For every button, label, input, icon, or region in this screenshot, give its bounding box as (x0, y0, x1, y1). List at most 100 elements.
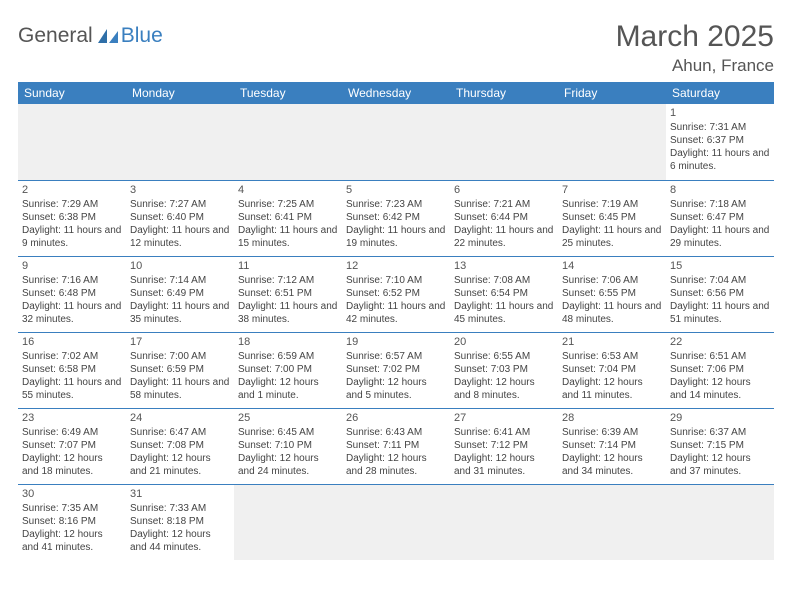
day-number: 28 (562, 411, 662, 425)
sunset-text: Sunset: 7:00 PM (238, 363, 338, 376)
sunrise-text: Sunrise: 7:14 AM (130, 274, 230, 287)
sunset-text: Sunset: 6:45 PM (562, 211, 662, 224)
page-header: General Blue March 2025 Ahun, France (18, 20, 774, 76)
calendar-cell (558, 484, 666, 560)
day-number: 22 (670, 335, 770, 349)
calendar-cell (126, 104, 234, 180)
day-number: 30 (22, 487, 122, 501)
day-number: 3 (130, 183, 230, 197)
sunset-text: Sunset: 6:52 PM (346, 287, 446, 300)
calendar-cell: 2Sunrise: 7:29 AMSunset: 6:38 PMDaylight… (18, 180, 126, 256)
calendar-cell: 8Sunrise: 7:18 AMSunset: 6:47 PMDaylight… (666, 180, 774, 256)
day-number: 24 (130, 411, 230, 425)
calendar-cell: 3Sunrise: 7:27 AMSunset: 6:40 PMDaylight… (126, 180, 234, 256)
sunset-text: Sunset: 8:16 PM (22, 515, 122, 528)
sunrise-text: Sunrise: 6:51 AM (670, 350, 770, 363)
sunrise-text: Sunrise: 7:25 AM (238, 198, 338, 211)
daylight-text: Daylight: 12 hours and 5 minutes. (346, 376, 446, 402)
sunrise-text: Sunrise: 6:59 AM (238, 350, 338, 363)
calendar-row: 2Sunrise: 7:29 AMSunset: 6:38 PMDaylight… (18, 180, 774, 256)
daylight-text: Daylight: 12 hours and 44 minutes. (130, 528, 230, 554)
daylight-text: Daylight: 12 hours and 31 minutes. (454, 452, 554, 478)
day-number: 9 (22, 259, 122, 273)
daylight-text: Daylight: 12 hours and 14 minutes. (670, 376, 770, 402)
day-number: 20 (454, 335, 554, 349)
sunrise-text: Sunrise: 7:18 AM (670, 198, 770, 211)
sunrise-text: Sunrise: 7:21 AM (454, 198, 554, 211)
day-number: 10 (130, 259, 230, 273)
sunset-text: Sunset: 7:11 PM (346, 439, 446, 452)
calendar-cell: 22Sunrise: 6:51 AMSunset: 7:06 PMDayligh… (666, 332, 774, 408)
daylight-text: Daylight: 12 hours and 1 minute. (238, 376, 338, 402)
calendar-cell (234, 104, 342, 180)
daylight-text: Daylight: 11 hours and 25 minutes. (562, 224, 662, 250)
calendar-cell: 7Sunrise: 7:19 AMSunset: 6:45 PMDaylight… (558, 180, 666, 256)
calendar-row: 23Sunrise: 6:49 AMSunset: 7:07 PMDayligh… (18, 408, 774, 484)
calendar-cell (558, 104, 666, 180)
daylight-text: Daylight: 12 hours and 21 minutes. (130, 452, 230, 478)
brand-part1: General (18, 24, 93, 48)
weekday-header: Thursday (450, 82, 558, 104)
calendar-cell: 10Sunrise: 7:14 AMSunset: 6:49 PMDayligh… (126, 256, 234, 332)
sunrise-text: Sunrise: 6:39 AM (562, 426, 662, 439)
sunset-text: Sunset: 7:10 PM (238, 439, 338, 452)
sunset-text: Sunset: 6:42 PM (346, 211, 446, 224)
weekday-header: Saturday (666, 82, 774, 104)
month-title: March 2025 (616, 20, 774, 54)
sunset-text: Sunset: 6:54 PM (454, 287, 554, 300)
sunset-text: Sunset: 7:08 PM (130, 439, 230, 452)
sunset-text: Sunset: 6:56 PM (670, 287, 770, 300)
daylight-text: Daylight: 11 hours and 35 minutes. (130, 300, 230, 326)
calendar-row: 30Sunrise: 7:35 AMSunset: 8:16 PMDayligh… (18, 484, 774, 560)
sunset-text: Sunset: 6:58 PM (22, 363, 122, 376)
calendar-table: SundayMondayTuesdayWednesdayThursdayFrid… (18, 82, 774, 560)
calendar-cell: 21Sunrise: 6:53 AMSunset: 7:04 PMDayligh… (558, 332, 666, 408)
calendar-cell: 28Sunrise: 6:39 AMSunset: 7:14 PMDayligh… (558, 408, 666, 484)
sunset-text: Sunset: 7:15 PM (670, 439, 770, 452)
sunset-text: Sunset: 7:02 PM (346, 363, 446, 376)
sunrise-text: Sunrise: 7:19 AM (562, 198, 662, 211)
sunrise-text: Sunrise: 6:57 AM (346, 350, 446, 363)
weekday-header: Monday (126, 82, 234, 104)
calendar-row: 16Sunrise: 7:02 AMSunset: 6:58 PMDayligh… (18, 332, 774, 408)
sunrise-text: Sunrise: 7:27 AM (130, 198, 230, 211)
calendar-cell (234, 484, 342, 560)
calendar-cell (342, 104, 450, 180)
calendar-head: SundayMondayTuesdayWednesdayThursdayFrid… (18, 82, 774, 104)
calendar-cell: 29Sunrise: 6:37 AMSunset: 7:15 PMDayligh… (666, 408, 774, 484)
calendar-cell: 26Sunrise: 6:43 AMSunset: 7:11 PMDayligh… (342, 408, 450, 484)
day-number: 13 (454, 259, 554, 273)
sunset-text: Sunset: 6:48 PM (22, 287, 122, 300)
calendar-cell (450, 104, 558, 180)
sunrise-text: Sunrise: 7:06 AM (562, 274, 662, 287)
daylight-text: Daylight: 11 hours and 6 minutes. (670, 147, 770, 173)
calendar-cell: 25Sunrise: 6:45 AMSunset: 7:10 PMDayligh… (234, 408, 342, 484)
daylight-text: Daylight: 12 hours and 18 minutes. (22, 452, 122, 478)
day-number: 21 (562, 335, 662, 349)
calendar-cell: 1Sunrise: 7:31 AMSunset: 6:37 PMDaylight… (666, 104, 774, 180)
location-label: Ahun, France (616, 56, 774, 76)
day-number: 11 (238, 259, 338, 273)
day-number: 23 (22, 411, 122, 425)
weekday-header: Wednesday (342, 82, 450, 104)
calendar-cell (450, 484, 558, 560)
calendar-cell: 18Sunrise: 6:59 AMSunset: 7:00 PMDayligh… (234, 332, 342, 408)
sunset-text: Sunset: 7:04 PM (562, 363, 662, 376)
sunset-text: Sunset: 6:49 PM (130, 287, 230, 300)
calendar-cell: 5Sunrise: 7:23 AMSunset: 6:42 PMDaylight… (342, 180, 450, 256)
title-block: March 2025 Ahun, France (616, 20, 774, 76)
sunset-text: Sunset: 7:03 PM (454, 363, 554, 376)
brand-part2: Blue (121, 24, 163, 48)
sunset-text: Sunset: 6:37 PM (670, 134, 770, 147)
daylight-text: Daylight: 11 hours and 9 minutes. (22, 224, 122, 250)
sunrise-text: Sunrise: 6:37 AM (670, 426, 770, 439)
calendar-row: 9Sunrise: 7:16 AMSunset: 6:48 PMDaylight… (18, 256, 774, 332)
daylight-text: Daylight: 11 hours and 48 minutes. (562, 300, 662, 326)
calendar-cell (18, 104, 126, 180)
day-number: 25 (238, 411, 338, 425)
sunrise-text: Sunrise: 6:43 AM (346, 426, 446, 439)
daylight-text: Daylight: 12 hours and 24 minutes. (238, 452, 338, 478)
sunset-text: Sunset: 6:38 PM (22, 211, 122, 224)
daylight-text: Daylight: 11 hours and 19 minutes. (346, 224, 446, 250)
daylight-text: Daylight: 11 hours and 42 minutes. (346, 300, 446, 326)
